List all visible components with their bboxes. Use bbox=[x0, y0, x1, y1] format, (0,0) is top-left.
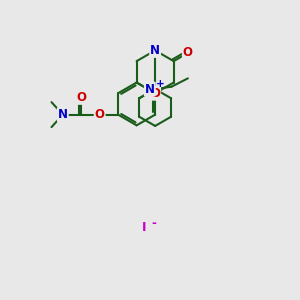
Text: -: - bbox=[151, 217, 156, 230]
Text: I: I bbox=[142, 221, 146, 234]
Text: O: O bbox=[183, 46, 193, 59]
Text: O: O bbox=[76, 91, 86, 104]
Text: +: + bbox=[156, 79, 165, 89]
Text: O: O bbox=[95, 108, 105, 121]
Text: N: N bbox=[58, 108, 68, 121]
Text: O: O bbox=[150, 87, 160, 100]
Text: N: N bbox=[145, 82, 155, 96]
Text: N: N bbox=[150, 44, 160, 57]
